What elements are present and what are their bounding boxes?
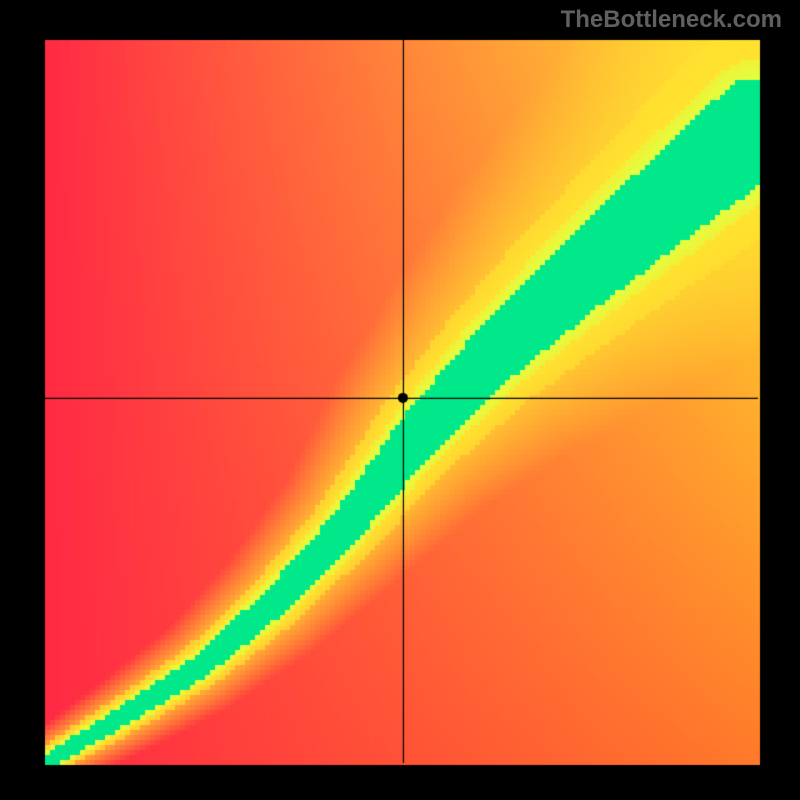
chart-container: { "watermark_text": "TheBottleneck.com",…	[0, 0, 800, 800]
watermark-text: TheBottleneck.com	[561, 6, 782, 34]
bottleneck-heatmap	[0, 0, 800, 800]
